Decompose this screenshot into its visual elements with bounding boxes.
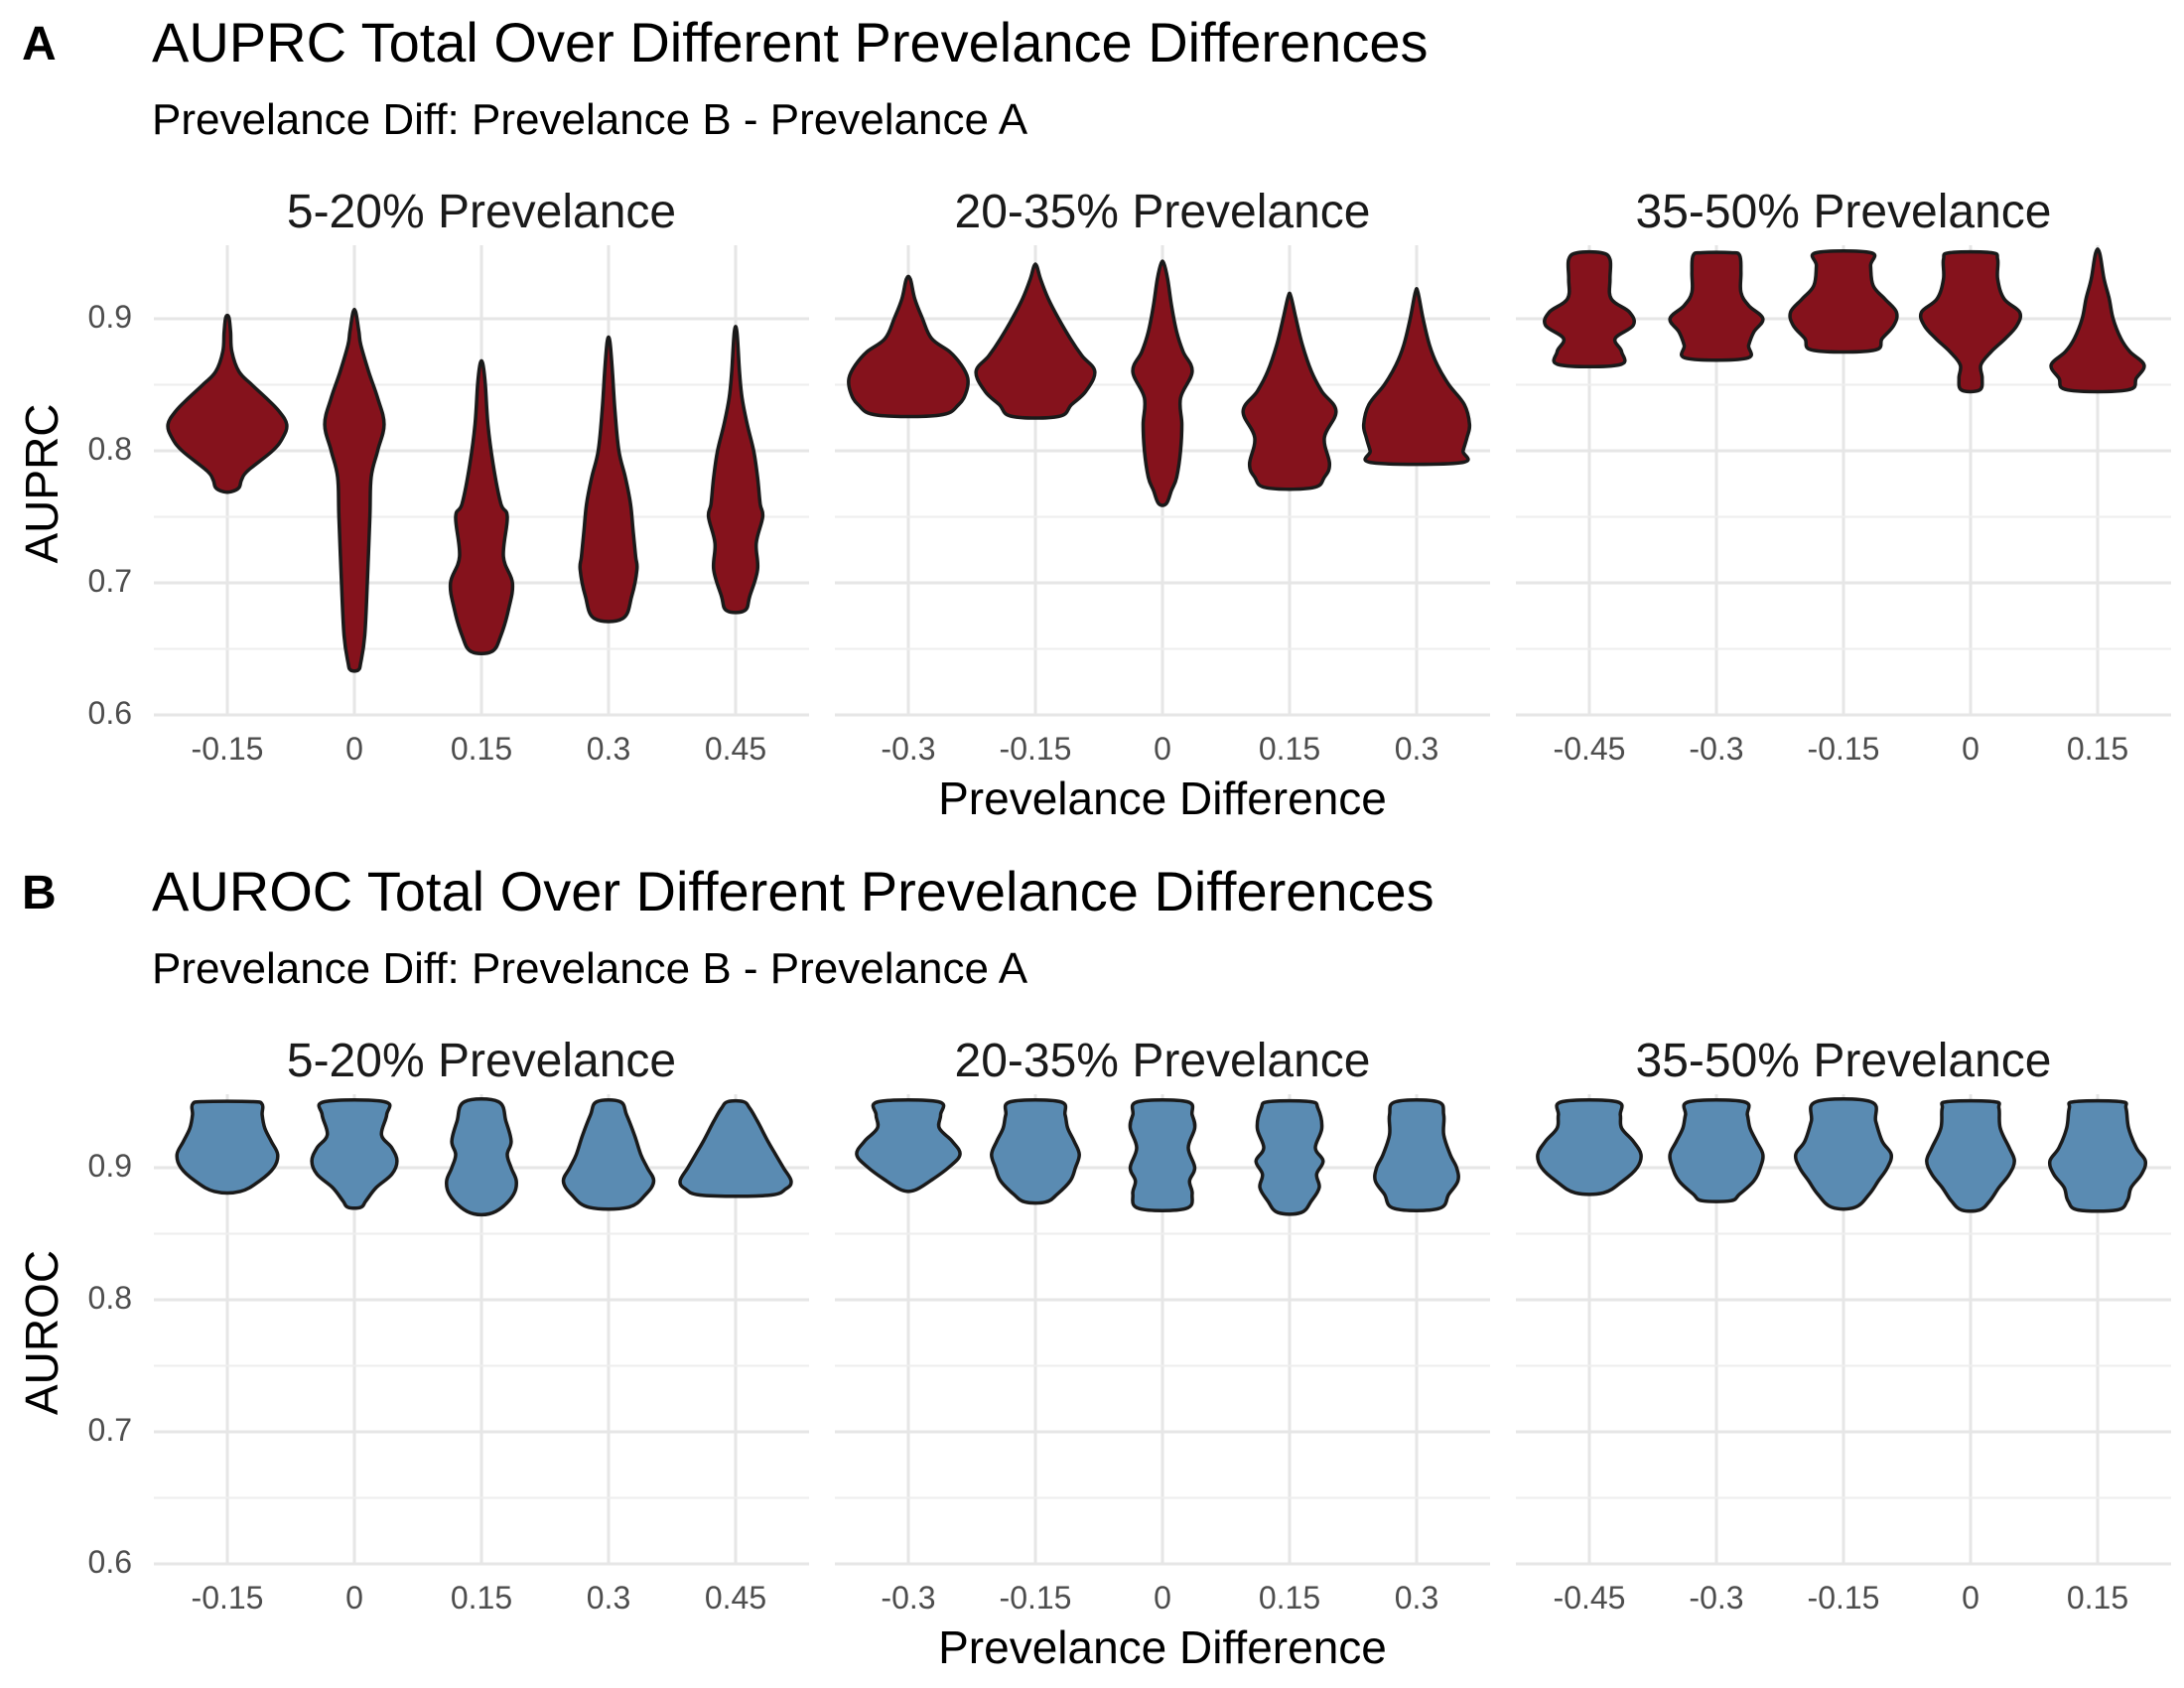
panel-a-facet-2-strip: 20-35% Prevelance [955, 186, 1371, 238]
violin-a2-5 [1361, 287, 1472, 467]
violin-b2-3 [1128, 1097, 1197, 1212]
panel-a-facet-2: 20-35% Prevelance -0.3 -0.15 0 0.15 0.3 [835, 186, 1490, 767]
violin-b3-4 [1925, 1098, 2016, 1213]
violin-a1-1 [166, 313, 289, 494]
panel-a-title: AUPRC Total Over Different Prevelance Di… [152, 11, 1428, 73]
x-tick-b1-2: 0 [345, 1580, 363, 1616]
violin-a3-1 [1543, 249, 1636, 369]
panel-a-y-axis-title: AUPRC [16, 403, 68, 563]
violin-a3-4 [1918, 249, 2023, 394]
violin-b1-1 [175, 1099, 280, 1196]
violin-b2-1 [855, 1097, 962, 1194]
x-tick-a2-3: 0 [1154, 731, 1171, 767]
x-tick-b3-3: -0.15 [1808, 1580, 1880, 1616]
x-tick-a3-5: 0.15 [2067, 731, 2128, 767]
panel-a-x-axis-title: Prevelance Difference [938, 773, 1387, 824]
panel-a: A AUPRC Total Over Different Prevelance … [16, 11, 2171, 824]
panel-b-letter: B [22, 867, 57, 919]
x-tick-b2-3: 0 [1154, 1580, 1171, 1616]
x-tick-a3-3: -0.15 [1808, 731, 1880, 767]
x-tick-a2-1: -0.3 [881, 731, 935, 767]
panel-a-facet-3-violins [1543, 247, 2146, 394]
x-tick-a3-1: -0.45 [1554, 731, 1626, 767]
panel-b-facet-3-violins [1536, 1097, 2148, 1213]
panel-b-facet-1-strip: 5-20% Prevelance [287, 1035, 676, 1087]
x-tick-b1-1: -0.15 [192, 1580, 264, 1616]
panel-b-y-tick-0.8: 0.8 [88, 1280, 132, 1316]
violin-b1-5 [678, 1098, 793, 1198]
x-tick-a1-1: -0.15 [192, 731, 264, 767]
violin-b3-1 [1536, 1097, 1643, 1196]
x-tick-a1-5: 0.45 [705, 731, 766, 767]
violin-b1-2 [310, 1097, 399, 1210]
violin-a2-3 [1131, 259, 1194, 507]
violin-a3-2 [1668, 250, 1765, 362]
panel-b-facet-2-violins [855, 1097, 1460, 1216]
panel-a-y-tick-0.6: 0.6 [88, 695, 132, 731]
x-tick-a2-4: 0.15 [1259, 731, 1320, 767]
panel-a-facet-1-strip: 5-20% Prevelance [287, 186, 676, 238]
panel-b-subtitle: Prevelance Diff: Prevelance B - Prevelan… [152, 944, 1028, 993]
violin-a2-2 [974, 262, 1097, 420]
panel-b: B AUROC Total Over Different Prevelance … [16, 860, 2171, 1673]
panel-a-facet-1-violins [166, 307, 765, 673]
panel-a-facet-3-strip: 35-50% Prevelance [1636, 186, 2052, 238]
x-tick-b1-3: 0.15 [451, 1580, 512, 1616]
violin-a1-5 [706, 325, 765, 615]
panel-b-facet-2-strip: 20-35% Prevelance [955, 1035, 1371, 1087]
panel-b-facet-2: 20-35% Prevelance -0.3 -0.15 0 0.15 0.3 [835, 1035, 1490, 1616]
x-tick-a1-4: 0.3 [587, 731, 630, 767]
x-tick-a1-3: 0.15 [451, 731, 512, 767]
x-tick-b3-2: -0.3 [1689, 1580, 1743, 1616]
violin-a2-1 [847, 274, 970, 419]
x-tick-b2-5: 0.3 [1395, 1580, 1438, 1616]
panel-b-facet-3: 35-50% Prevelance -0.45 -0.3 -0.15 0 0.1… [1516, 1035, 2171, 1616]
violin-b2-5 [1373, 1097, 1460, 1212]
violin-b2-2 [990, 1097, 1081, 1205]
panel-a-facet-3: 35-50% Prevelance -0.45 -0.3 -0.15 0 0.1… [1516, 186, 2171, 767]
violin-b3-3 [1793, 1097, 1894, 1211]
x-tick-b3-5: 0.15 [2067, 1580, 2128, 1616]
x-tick-a2-2: -0.15 [1000, 731, 1072, 767]
panel-a-facet-2-violins [847, 259, 1472, 507]
panel-a-subtitle: Prevelance Diff: Prevelance B - Prevelan… [152, 95, 1028, 144]
panel-b-x-axis-title: Prevelance Difference [938, 1621, 1387, 1673]
panel-b-y-tick-0.9: 0.9 [88, 1148, 132, 1184]
panel-a-facet-1: 5-20% Prevelance -0.15 0 0.15 0.3 0.45 [154, 186, 809, 767]
x-tick-b2-4: 0.15 [1259, 1580, 1320, 1616]
x-tick-b2-1: -0.3 [881, 1580, 935, 1616]
violin-b1-3 [444, 1097, 519, 1217]
x-tick-b1-5: 0.45 [705, 1580, 766, 1616]
violin-a1-4 [578, 335, 639, 624]
x-tick-b3-1: -0.45 [1554, 1580, 1626, 1616]
violin-a1-2 [323, 307, 386, 673]
panel-b-facet-3-strip: 35-50% Prevelance [1636, 1035, 2052, 1087]
panel-a-y-tick-0.9: 0.9 [88, 299, 132, 335]
x-tick-a2-5: 0.3 [1395, 731, 1438, 767]
panel-a-y-tick-0.8: 0.8 [88, 431, 132, 467]
x-tick-b3-4: 0 [1962, 1580, 1979, 1616]
x-tick-a3-4: 0 [1962, 731, 1979, 767]
panel-a-y-tick-0.7: 0.7 [88, 563, 132, 599]
panel-b-facet-1: 5-20% Prevelance -0.15 0 0.15 0.3 0.45 [154, 1035, 809, 1616]
violin-a3-5 [2049, 247, 2146, 394]
x-tick-b2-2: -0.15 [1000, 1580, 1072, 1616]
panel-a-letter: A [22, 18, 57, 70]
violin-a2-4 [1241, 291, 1338, 492]
violin-b2-4 [1254, 1098, 1325, 1216]
violin-b1-4 [561, 1097, 656, 1211]
violin-a1-3 [448, 358, 515, 656]
panel-b-y-tick-0.7: 0.7 [88, 1412, 132, 1448]
x-tick-b1-4: 0.3 [587, 1580, 630, 1616]
x-tick-a3-2: -0.3 [1689, 731, 1743, 767]
panel-b-y-axis-title: AUROC [16, 1250, 68, 1415]
panel-b-y-tick-0.6: 0.6 [88, 1544, 132, 1580]
violin-b3-2 [1668, 1097, 1765, 1203]
violin-b3-5 [2047, 1098, 2148, 1213]
x-tick-a1-2: 0 [345, 731, 363, 767]
violin-a3-3 [1788, 248, 1899, 354]
panel-b-title: AUROC Total Over Different Prevelance Di… [152, 860, 1434, 922]
panel-b-facet-1-violins [175, 1097, 793, 1217]
